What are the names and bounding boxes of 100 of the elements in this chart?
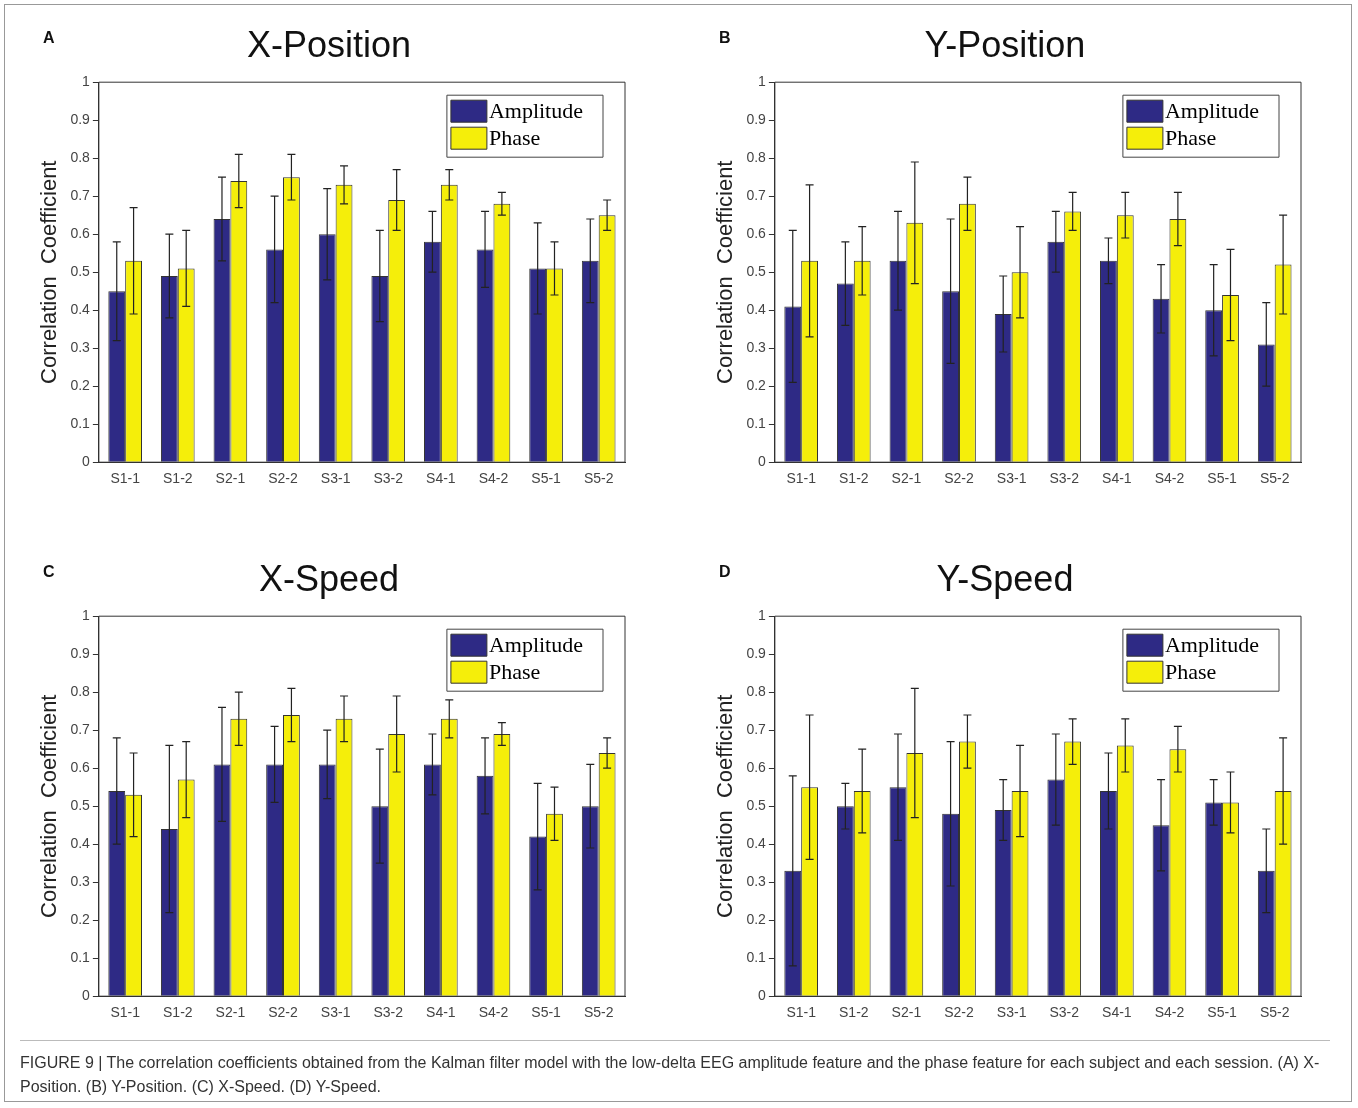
y-tick-label: 0	[758, 453, 767, 470]
x-tick-label: S4-1	[1102, 1004, 1132, 1021]
y-tick-label: 0.5	[70, 263, 91, 280]
x-tick-label: S2-2	[268, 1004, 299, 1021]
x-tick-label: S1-1	[786, 1004, 817, 1021]
y-axis-title: Correlation Coefficient	[712, 160, 738, 384]
y-tick-label: 0.8	[70, 149, 91, 166]
x-tick-label: S4-2	[478, 470, 509, 487]
x-tick-label: S4-1	[1102, 470, 1132, 487]
y-tick-label: 0.8	[746, 683, 767, 700]
y-tick-label: 0.4	[70, 301, 91, 318]
text: B	[719, 29, 731, 47]
y-tick-label: 0.4	[746, 301, 767, 318]
x-tick-label: S4-1	[426, 1004, 456, 1021]
y-axis-title: Correlation Coefficient	[712, 694, 738, 918]
text: C	[43, 563, 55, 581]
x-tick-label: S2-1	[215, 1004, 246, 1021]
x-tick-label: S5-1	[531, 1004, 562, 1021]
x-tick-label: S5-1	[531, 470, 562, 487]
x-tick-label: S4-2	[1154, 1004, 1185, 1021]
y-tick-label: 0.7	[746, 721, 767, 738]
text: A	[43, 29, 55, 47]
y-tick-label: 1	[82, 73, 91, 90]
legend-label: Amplitude	[488, 631, 584, 657]
legend-label: Phase	[488, 658, 541, 684]
y-tick-label: 0	[82, 453, 91, 470]
y-axis-title: Correlation Coefficient	[36, 694, 62, 918]
chart-title: X-Speed	[258, 557, 400, 599]
y-tick-label: 0.2	[746, 377, 767, 394]
y-tick-label: 0.3	[746, 339, 767, 356]
y-tick-label: 0.5	[746, 263, 767, 280]
y-tick-label: 0	[758, 987, 767, 1004]
x-tick-label: S3-1	[320, 1004, 351, 1021]
y-tick-label: 0.7	[70, 187, 91, 204]
legend-label: Phase	[488, 124, 541, 150]
y-tick-label: 0.2	[746, 911, 767, 928]
y-tick-label: 0.9	[746, 645, 767, 662]
y-tick-label: 0.3	[746, 873, 767, 890]
y-tick-label: 0.1	[746, 949, 767, 966]
x-tick-label: S1-2	[838, 1004, 869, 1021]
x-tick-label: S1-1	[110, 470, 141, 487]
y-tick-label: 0	[82, 987, 91, 1004]
x-tick-label: S2-2	[944, 470, 975, 487]
y-tick-label: 0.9	[70, 645, 91, 662]
x-tick-label: S1-2	[838, 470, 869, 487]
y-tick-label: 0.5	[70, 797, 91, 814]
y-axis-title: Correlation Coefficient	[36, 160, 62, 384]
y-tick-label: 0.6	[746, 759, 767, 776]
y-tick-label: 1	[758, 73, 767, 90]
x-tick-label: S2-2	[268, 470, 299, 487]
y-tick-label: 1	[758, 607, 767, 624]
x-tick-label: S5-1	[1207, 470, 1238, 487]
x-tick-label: S5-1	[1207, 1004, 1238, 1021]
chart-title: Y-Position	[924, 23, 1086, 65]
x-tick-label: S3-1	[996, 470, 1027, 487]
y-tick-label: 0.7	[70, 721, 91, 738]
legend-label: Amplitude	[1164, 631, 1260, 657]
y-tick-label: 0.3	[70, 873, 91, 890]
caption: FIGURE 9 | The correlation coefficients obtained from the Kalman filter model with the low-delta EEG amplitude feature and the phase feature for each subject and each session. (A) X-Position. (B) Y-Position. (C) X-Speed. (D) Y-Speed.	[20, 1053, 1321, 1097]
x-tick-label: S5-2	[1259, 470, 1290, 487]
x-tick-label: S3-2	[373, 1004, 404, 1021]
y-tick-label: 0.9	[746, 111, 767, 128]
x-tick-label: S4-1	[426, 470, 456, 487]
x-tick-label: S3-2	[1049, 1004, 1080, 1021]
y-tick-label: 0.2	[70, 377, 91, 394]
x-tick-label: S1-1	[786, 470, 817, 487]
y-tick-label: 0.4	[746, 835, 767, 852]
x-tick-label: S3-1	[320, 470, 351, 487]
x-tick-label: S3-1	[996, 1004, 1027, 1021]
y-tick-label: 0.4	[70, 835, 91, 852]
legend-label: Amplitude	[1164, 97, 1260, 123]
y-tick-label: 1	[82, 607, 91, 624]
y-tick-label: 0.1	[70, 415, 91, 432]
x-tick-label: S2-1	[215, 470, 246, 487]
text: D	[719, 563, 731, 581]
legend-label: Phase	[1164, 658, 1217, 684]
x-tick-label: S3-2	[1049, 470, 1080, 487]
y-tick-label: 0.9	[70, 111, 91, 128]
y-tick-label: 0.1	[746, 415, 767, 432]
y-tick-label: 0.1	[70, 949, 91, 966]
y-tick-label: 0.6	[70, 759, 91, 776]
y-tick-label: 0.8	[746, 149, 767, 166]
chart-title: Y-Speed	[936, 557, 1074, 599]
x-tick-label: S5-2	[1259, 1004, 1290, 1021]
x-tick-label: S2-1	[891, 1004, 922, 1021]
x-tick-label: S1-2	[162, 470, 193, 487]
y-tick-label: 0.6	[746, 225, 767, 242]
x-tick-label: S3-2	[373, 470, 404, 487]
x-tick-label: S5-2	[583, 470, 614, 487]
y-tick-label: 0.8	[70, 683, 91, 700]
chart-title: X-Position	[246, 23, 412, 65]
legend-label: Amplitude	[488, 97, 584, 123]
y-tick-label: 0.7	[746, 187, 767, 204]
legend-label: Phase	[1164, 124, 1217, 150]
x-tick-label: S1-2	[162, 1004, 193, 1021]
x-tick-label: S4-2	[1154, 470, 1185, 487]
y-tick-label: 0.6	[70, 225, 91, 242]
x-tick-label: S2-1	[891, 470, 922, 487]
y-tick-label: 0.5	[746, 797, 767, 814]
x-tick-label: S1-1	[110, 1004, 141, 1021]
